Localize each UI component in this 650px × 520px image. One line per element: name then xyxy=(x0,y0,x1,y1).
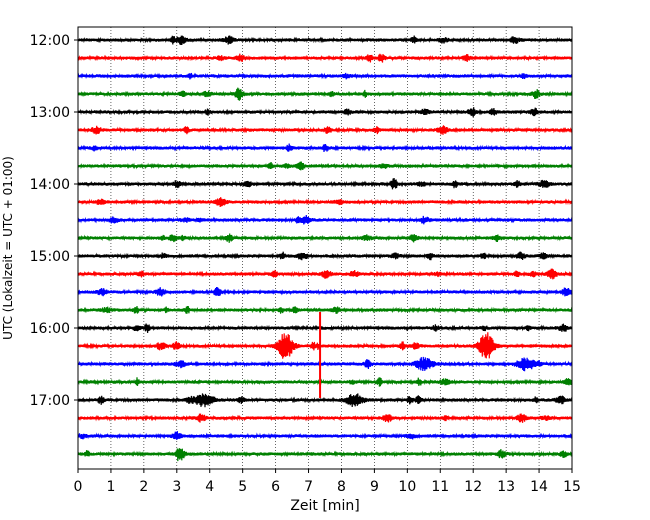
trace-line xyxy=(77,413,573,423)
trace-line xyxy=(77,286,573,297)
trace-line xyxy=(77,393,573,408)
x-tick-label: 6 xyxy=(271,479,280,495)
x-tick-label: 3 xyxy=(172,479,181,495)
trace-line xyxy=(77,332,573,359)
x-tick-label: 11 xyxy=(431,479,449,495)
trace-line xyxy=(77,197,573,208)
trace-line xyxy=(77,161,573,171)
y-tick-label: 13:00 xyxy=(30,105,70,121)
plot-frame xyxy=(77,26,573,470)
x-tick-label: 7 xyxy=(304,479,313,495)
trace-line xyxy=(77,214,573,225)
trace-line xyxy=(77,431,573,441)
trace-line xyxy=(77,72,573,80)
x-axis-label: Zeit [min] xyxy=(290,498,359,514)
trace-line xyxy=(77,125,573,135)
x-tick-label: 4 xyxy=(205,479,214,495)
y-tick-label: 15:00 xyxy=(30,249,70,265)
trace-line xyxy=(77,87,573,101)
x-tick-label: 1 xyxy=(106,479,115,495)
trace-line xyxy=(77,323,573,333)
trace-line xyxy=(77,107,573,118)
trace-line xyxy=(77,356,573,372)
y-tick-label: 16:00 xyxy=(30,321,70,337)
trace-line xyxy=(77,448,573,462)
traces xyxy=(77,35,573,462)
x-tick-label: 0 xyxy=(74,479,83,495)
trace-line xyxy=(77,53,573,63)
x-tick-label: 5 xyxy=(238,479,247,495)
x-tick-label: 14 xyxy=(530,479,548,495)
y-axis-label: UTC (Lokalzeit = UTC + 01:00) xyxy=(1,156,15,340)
trace-line xyxy=(77,233,573,243)
trace-line xyxy=(77,177,573,190)
trace-line xyxy=(77,305,573,314)
x-tick-label: 10 xyxy=(398,479,416,495)
x-tick-label: 15 xyxy=(563,479,581,495)
x-tick-label: 9 xyxy=(370,479,379,495)
y-tick-label: 14:00 xyxy=(30,177,70,193)
y-tick-label: 12:00 xyxy=(30,33,70,49)
trace-line xyxy=(77,35,573,46)
x-tick-label: 12 xyxy=(464,479,482,495)
x-tick-label: 13 xyxy=(497,479,515,495)
plot-area xyxy=(78,27,572,469)
x-axis-ticks: 0 1 2 3 4 5 6 7 8 9 10 11 12 13 14 15 xyxy=(74,469,581,495)
x-tick-label: 8 xyxy=(337,479,346,495)
trace-line xyxy=(77,377,573,387)
y-axis-ticks: 12:00 13:00 14:00 15:00 16:00 17:00 xyxy=(30,33,78,409)
trace-line xyxy=(77,251,573,261)
x-tick-label: 2 xyxy=(139,479,148,495)
trace-line xyxy=(77,268,573,280)
y-tick-label: 17:00 xyxy=(30,393,70,409)
trace-line xyxy=(77,143,573,153)
